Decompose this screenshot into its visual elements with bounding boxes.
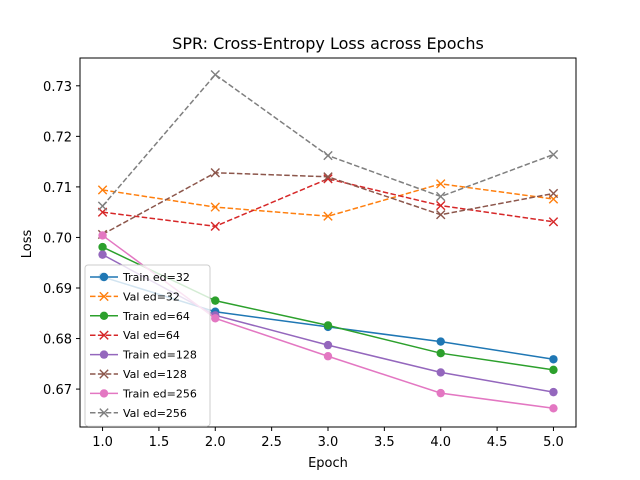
data-point (323, 211, 333, 221)
legend-item: Val ed=64 (90, 329, 180, 342)
legend-label: Train ed=256 (122, 387, 197, 400)
data-point (549, 404, 558, 413)
data-point (210, 221, 220, 232)
x-tick-label: 5.0 (543, 435, 564, 450)
legend-item: Train ed=128 (90, 349, 197, 362)
legend-item: Train ed=256 (90, 387, 197, 400)
data-point (436, 191, 446, 202)
legend-item: Train ed=32 (90, 271, 190, 284)
data-point (210, 168, 220, 178)
data-point (98, 250, 107, 259)
y-axis-label: Loss (20, 230, 35, 259)
legend-marker (99, 330, 109, 340)
y-tick-label: 0.71 (43, 181, 72, 196)
legend-marker (99, 272, 109, 282)
legend-marker (99, 291, 109, 302)
y-tick-label: 0.72 (43, 130, 72, 145)
x-tick-label: 3.5 (374, 435, 395, 450)
legend-label: Val ed=32 (123, 290, 180, 303)
legend-label: Train ed=128 (122, 349, 197, 362)
y-tick-label: 0.69 (43, 282, 72, 297)
legend-box (84, 264, 211, 427)
data-point (549, 355, 558, 364)
x-tick-label: 1.5 (149, 435, 170, 450)
x-tick-label: 4.0 (430, 435, 451, 450)
x-tick-label: 1.0 (92, 435, 113, 450)
legend-item: Val ed=32 (90, 290, 180, 303)
x-tick-label: 2.0 (205, 435, 226, 450)
data-point (323, 172, 333, 182)
y-tick-label: 0.68 (43, 333, 72, 348)
data-point (323, 321, 333, 330)
data-point (323, 150, 333, 161)
series-line-val-ed-64 (102, 178, 554, 228)
data-point (210, 69, 220, 80)
legend-item: Val ed=256 (90, 407, 187, 420)
legend-label: Val ed=64 (123, 329, 180, 342)
data-point (210, 202, 220, 212)
legend-marker (99, 350, 109, 359)
series-line-val-ed-32 (102, 183, 554, 217)
axis-ticks: 1.0 1.5 2.0 2.5 3.0 3.5 4.0 4.5 5.0 0.67 0.68 0.69 0… (43, 80, 564, 450)
series-val-ed-256 (97, 69, 559, 211)
data-point (436, 179, 446, 189)
data-point (323, 340, 333, 350)
legend-item: Val ed=128 (90, 368, 187, 381)
data-point (436, 337, 445, 346)
legend-marker (99, 389, 109, 398)
legend-label: Val ed=256 (123, 407, 187, 420)
legend-label: Train ed=64 (122, 310, 190, 323)
data-point (436, 368, 445, 377)
data-point (549, 365, 558, 375)
legend: Train ed=32 Val ed=32 Train ed=64 Val ed=64… (84, 264, 211, 427)
data-point (211, 314, 220, 323)
data-point (211, 296, 220, 305)
chart-title: SPR: Cross-Entropy Loss across Epochs (172, 34, 484, 53)
data-point (323, 352, 333, 361)
y-tick-label: 0.70 (43, 231, 72, 246)
data-point (436, 200, 446, 211)
data-point (549, 387, 558, 397)
series-val-ed-64 (97, 174, 559, 232)
series-val-ed-128 (97, 168, 559, 240)
data-point (98, 231, 107, 240)
legend-label: Val ed=128 (123, 368, 187, 381)
data-point (97, 201, 108, 211)
x-tick-label: 2.5 (261, 435, 282, 450)
data-point (548, 188, 559, 199)
data-point (97, 185, 108, 195)
legend-marker (99, 369, 109, 379)
data-point (548, 217, 559, 227)
data-point (436, 210, 446, 220)
data-point (436, 349, 445, 358)
data-point (98, 242, 107, 252)
data-point (436, 388, 445, 398)
legend-marker (99, 408, 109, 418)
legend-marker (99, 311, 109, 320)
legend-item: Train ed=64 (90, 310, 190, 323)
x-tick-label: 3.0 (318, 435, 339, 450)
y-tick-label: 0.67 (43, 383, 72, 398)
data-point (548, 149, 559, 160)
x-tick-label: 4.5 (487, 435, 508, 450)
legend-label: Train ed=32 (122, 271, 190, 284)
y-tick-label: 0.73 (43, 80, 72, 95)
x-axis-label: Epoch (308, 456, 348, 471)
